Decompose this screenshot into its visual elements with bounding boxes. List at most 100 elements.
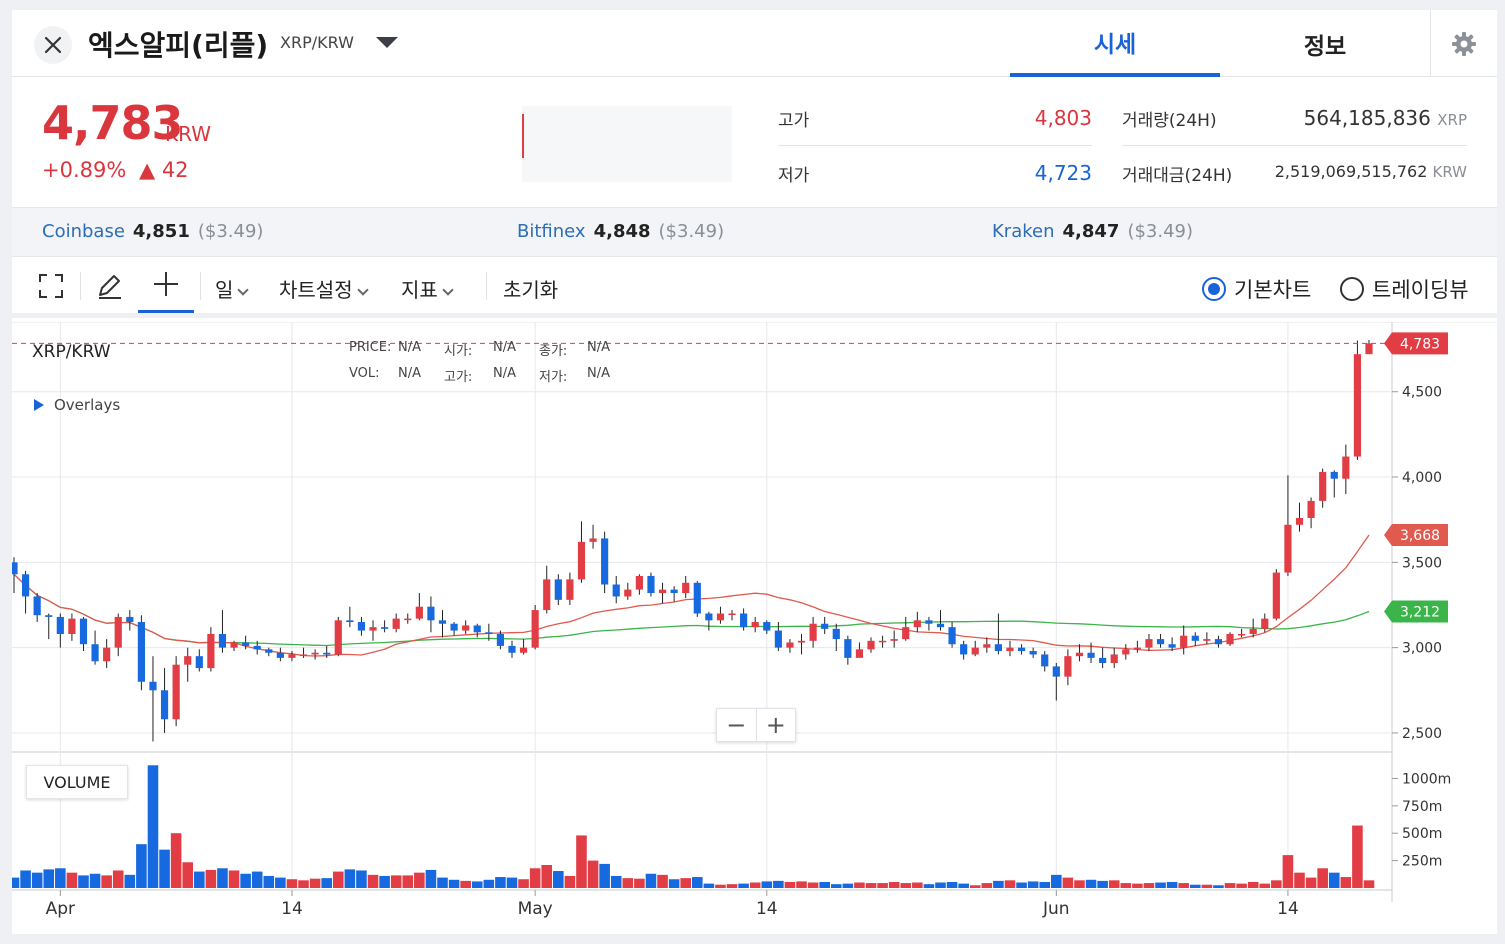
- candle-body: [936, 623, 945, 628]
- current-price: 4,783: [42, 96, 184, 150]
- fullscreen-button[interactable]: [30, 258, 72, 313]
- candle-body: [1353, 354, 1362, 457]
- volume-bar: [112, 870, 124, 888]
- tab-quote[interactable]: 시세: [1010, 10, 1220, 77]
- volume-bar: [1352, 825, 1363, 888]
- candle-body: [1261, 618, 1269, 629]
- divider: [200, 272, 201, 300]
- candle-body: [288, 654, 296, 658]
- x-tick-label: 14: [756, 899, 778, 919]
- last-price-tag: [1384, 332, 1448, 355]
- overlays-toggle[interactable]: Overlays: [34, 396, 120, 414]
- candle-body: [404, 618, 412, 621]
- fullscreen-icon: [39, 273, 63, 298]
- candle-body: [33, 596, 41, 616]
- candle-body: [902, 627, 910, 640]
- close-button[interactable]: [34, 26, 72, 64]
- volume-bar: [344, 869, 356, 888]
- candle-body: [346, 620, 354, 623]
- radio-tradingview[interactable]: 트레이딩뷰: [1340, 274, 1469, 304]
- volume-bar: [321, 878, 332, 888]
- exchange-coinbase[interactable]: Coinbase 4,851 ($3.49): [42, 221, 263, 242]
- candle-body: [311, 652, 319, 655]
- exchange-price: 4,848: [593, 221, 651, 242]
- exchange-kraken[interactable]: Kraken 4,847 ($3.49): [992, 221, 1193, 242]
- candle-body: [184, 656, 192, 665]
- sparkline-svg: [522, 114, 524, 158]
- volume-bar: [993, 880, 1004, 888]
- volume-bar: [865, 883, 877, 888]
- legend-price-value: N/A: [398, 340, 421, 355]
- candle-body: [647, 575, 655, 594]
- candle-body: [103, 647, 111, 662]
- interval-dropdown[interactable]: 일: [215, 274, 250, 303]
- volume-bar: [1271, 880, 1282, 888]
- volume-bar: [309, 878, 321, 888]
- legend-low-value: N/A: [587, 366, 610, 381]
- volume-bar: [877, 883, 888, 888]
- volume-bar: [182, 862, 194, 888]
- volume-bar: [506, 877, 518, 888]
- volume-bar: [935, 882, 946, 888]
- candle-body: [21, 574, 30, 597]
- draw-button[interactable]: [88, 258, 130, 313]
- volume-bar: [946, 881, 958, 888]
- volume-bar: [1305, 877, 1317, 888]
- volume-bar: [414, 872, 425, 888]
- candle-body: [890, 639, 898, 641]
- candle-body: [543, 579, 551, 611]
- candle-body: [276, 652, 284, 658]
- radio-basic-chart[interactable]: 기본차트: [1202, 274, 1311, 304]
- candle-body: [682, 582, 690, 594]
- volume-bar: [819, 881, 830, 888]
- chart-settings-dropdown[interactable]: 차트설정: [279, 274, 369, 303]
- chevron-down-icon: [356, 284, 369, 296]
- crosshair-button[interactable]: [138, 258, 194, 313]
- volume-bar: [1282, 855, 1294, 888]
- chart-toolbar: 일 차트설정 지표 초기화 기본차트 트레이딩뷰: [12, 258, 1497, 318]
- volume-tick-label: 750m: [1402, 799, 1442, 815]
- price-chart[interactable]: Apr14May14Jun14Jul142,5003,0003,5004,000…: [12, 322, 1497, 934]
- exchange-bitfinex[interactable]: Bitfinex 4,848 ($3.49): [517, 221, 724, 242]
- candle-body: [56, 616, 64, 634]
- volume-bar: [402, 875, 414, 888]
- zoom-out-button[interactable]: −: [726, 711, 747, 739]
- candle-body: [1110, 654, 1118, 663]
- candle-body: [334, 620, 342, 655]
- candle-body: [612, 584, 620, 597]
- volume-bar: [622, 878, 634, 888]
- candle-body: [357, 622, 366, 631]
- candle-body: [1342, 456, 1350, 479]
- chevron-down-icon: [442, 284, 454, 296]
- candle-body: [299, 654, 308, 656]
- candle-body: [774, 630, 782, 648]
- settings-button[interactable]: [1430, 10, 1497, 77]
- zoom-in-button[interactable]: +: [755, 709, 796, 741]
- volume-bar: [170, 833, 182, 888]
- reset-button[interactable]: 초기화: [503, 278, 559, 302]
- candle-body: [994, 644, 1002, 652]
- chart-settings-label: 차트설정: [279, 278, 353, 302]
- coin-select-caret-icon[interactable]: [376, 37, 398, 48]
- candle-body: [855, 649, 864, 658]
- exchange-usd: ($3.49): [1127, 221, 1194, 242]
- price-change: +0.89% ▲ 42: [42, 158, 189, 182]
- volume-bar: [807, 882, 819, 888]
- candle-body: [624, 589, 632, 597]
- volume-unit: XRP: [1437, 111, 1467, 129]
- volume-bar: [448, 879, 460, 888]
- y-tick-label: 4,000: [1402, 470, 1442, 486]
- indicators-dropdown[interactable]: 지표: [401, 274, 454, 303]
- legend-close-label: 종가:: [539, 344, 568, 359]
- volume-bar: [43, 869, 55, 888]
- legend-open-value: N/A: [493, 340, 516, 355]
- candle-body: [589, 538, 597, 542]
- chevron-down-icon: [237, 284, 250, 296]
- y-tick-label: 3,000: [1402, 641, 1442, 657]
- legend-high-value: N/A: [493, 366, 516, 381]
- volume-bar: [773, 880, 784, 888]
- exchange-name: Coinbase: [42, 221, 125, 242]
- volume-bar: [1085, 879, 1097, 888]
- tab-info[interactable]: 정보: [1303, 33, 1347, 60]
- candle-body: [658, 589, 667, 594]
